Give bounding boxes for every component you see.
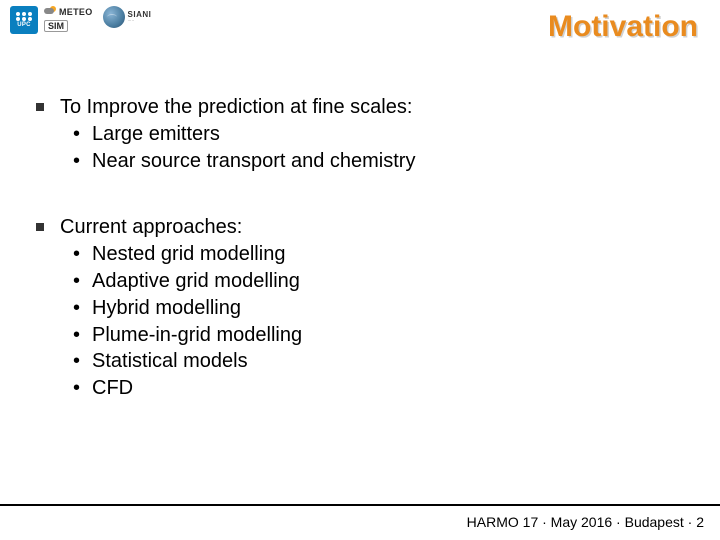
footer-text: HARMO 17 · May 2016 · Budapest · 2 — [467, 514, 704, 530]
meteo-sim-stack: METEO SIM — [44, 6, 93, 32]
slide-title: Motivation — [548, 10, 698, 44]
cloud-sun-icon — [44, 6, 56, 18]
section-heading: To Improve the prediction at fine scales… — [36, 94, 676, 121]
globe-icon — [103, 6, 125, 28]
sim-logo: SIM — [44, 20, 68, 32]
upc-logo-text: UPC — [17, 22, 31, 28]
meteo-logo: METEO — [44, 6, 93, 18]
list-item: Plume-in-grid modelling — [36, 322, 676, 349]
logo-row: UPC METEO SIM SIANI ····· — [10, 6, 151, 34]
section-2: Current approaches: Nested grid modellin… — [36, 214, 676, 402]
siani-subtext: ····· — [128, 19, 152, 23]
header: UPC METEO SIM SIANI ····· Motivation — [0, 0, 720, 58]
list-item: Nested grid modelling — [36, 241, 676, 268]
list-item: Adaptive grid modelling — [36, 268, 676, 295]
siani-logo: SIANI ····· — [103, 6, 152, 28]
upc-logo-icon: UPC — [10, 6, 38, 34]
meteo-text: METEO — [59, 7, 93, 17]
slide-body: To Improve the prediction at fine scales… — [36, 94, 676, 442]
list-item: Statistical models — [36, 348, 676, 375]
list-item: Near source transport and chemistry — [36, 148, 676, 175]
list-item: CFD — [36, 375, 676, 402]
footer-divider — [0, 504, 720, 506]
list-item: Large emitters — [36, 121, 676, 148]
section-1: To Improve the prediction at fine scales… — [36, 94, 676, 174]
section-heading: Current approaches: — [36, 214, 676, 241]
list-item: Hybrid modelling — [36, 295, 676, 322]
